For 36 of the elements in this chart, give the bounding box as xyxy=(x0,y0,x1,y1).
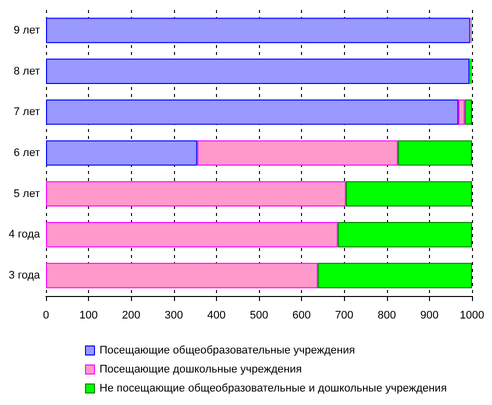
x-tick-label: 0 xyxy=(42,310,50,322)
bar xyxy=(318,262,472,288)
x-tick-label: 1000 xyxy=(460,310,484,322)
bar xyxy=(46,262,318,288)
legend-label: Посещающие общеобразовательные учреждения xyxy=(100,344,355,356)
bar xyxy=(197,140,398,166)
x-tick-label: 800 xyxy=(378,310,396,322)
x-tick-label: 400 xyxy=(207,310,226,322)
bar xyxy=(346,181,472,207)
legend-label: Не посещающие общеобразовательные и дошкольные учреждения xyxy=(100,382,447,394)
x-tick-label: 700 xyxy=(335,310,354,322)
y-tick-label: 4 года xyxy=(8,228,41,241)
y-tick-label: 5 лет xyxy=(14,188,40,200)
bar xyxy=(46,222,338,248)
y-tick-label: 9 лет xyxy=(14,24,40,36)
bar xyxy=(398,140,472,166)
x-tick-label: 100 xyxy=(79,310,98,322)
x-tick-label: 600 xyxy=(292,310,311,322)
y-tick-label: 7 лет xyxy=(14,106,40,118)
bar xyxy=(46,140,198,166)
legend-label: Посещающие дошкольные учреждения xyxy=(100,364,302,376)
x-tick-label: 200 xyxy=(122,310,140,322)
bar xyxy=(469,58,472,84)
x-tick-label: 500 xyxy=(250,310,268,322)
bar xyxy=(464,99,472,125)
x-tick-label: 900 xyxy=(420,310,439,322)
y-tick-label: 3 года xyxy=(8,270,41,282)
bar xyxy=(46,181,346,207)
y-tick-label: 6 лет xyxy=(14,147,40,159)
y-tick-label: 8 лет xyxy=(14,65,40,78)
bar xyxy=(46,99,458,125)
bar xyxy=(46,58,470,84)
x-tick-label: 300 xyxy=(164,310,183,322)
bar xyxy=(458,99,465,125)
bar xyxy=(338,222,472,248)
bar xyxy=(46,18,470,44)
